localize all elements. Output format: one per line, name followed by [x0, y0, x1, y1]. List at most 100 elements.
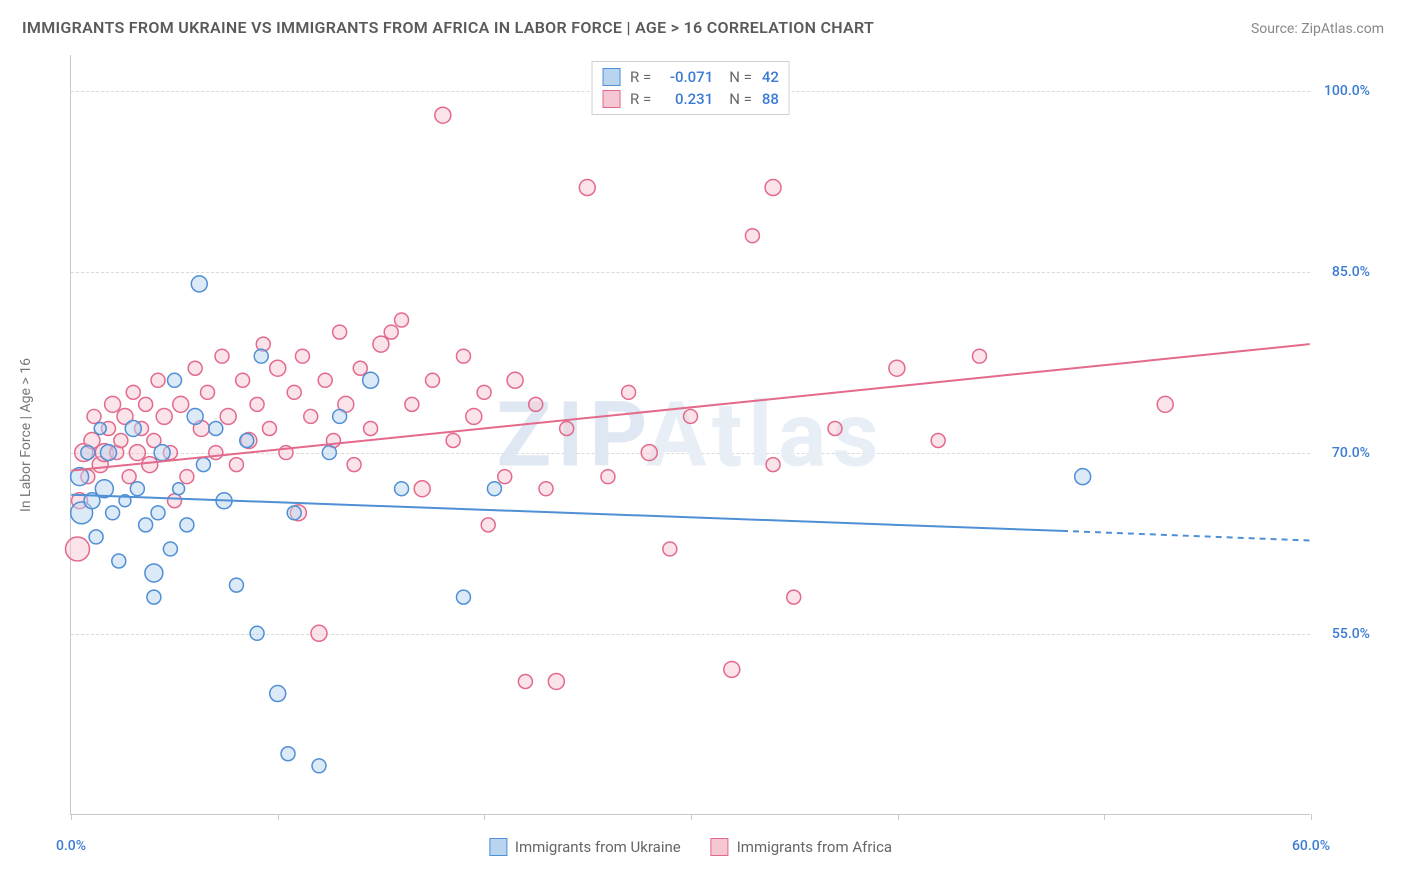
data-point-africa: [498, 470, 512, 484]
plot-area: ZIPAtlas R =-0.071N =42R =0.231N =88 Imm…: [70, 55, 1310, 815]
data-point-africa: [373, 336, 389, 352]
data-point-africa: [1157, 396, 1173, 412]
data-point-africa: [142, 457, 158, 473]
data-point-africa: [641, 445, 657, 461]
stats-row-africa: R = 0.231 N = 88: [602, 88, 779, 110]
data-point-africa: [395, 313, 409, 327]
source-attribution: Source: ZipAtlas.com: [1251, 21, 1384, 37]
data-point-africa: [765, 180, 781, 196]
data-point-africa: [262, 421, 276, 435]
data-point-ukraine: [89, 530, 103, 544]
x-tick: [484, 814, 485, 820]
data-point-africa: [87, 409, 101, 423]
data-point-africa: [414, 481, 430, 497]
data-point-africa: [229, 458, 243, 472]
data-point-africa: [560, 421, 574, 435]
data-point-ukraine: [154, 445, 170, 461]
data-point-ukraine: [147, 590, 161, 604]
data-point-africa: [270, 360, 286, 376]
data-point-ukraine: [312, 759, 326, 773]
x-tick: [71, 814, 72, 820]
data-point-ukraine: [270, 686, 286, 702]
chart-container: IMMIGRANTS FROM UKRAINE VS IMMIGRANTS FR…: [0, 0, 1406, 892]
x-tick-label: 0.0%: [56, 838, 86, 854]
data-point-ukraine: [130, 482, 144, 496]
data-point-ukraine: [191, 276, 207, 292]
data-point-africa: [311, 625, 327, 641]
x-tick: [278, 814, 279, 820]
chart-svg: [71, 55, 1310, 814]
data-point-africa: [663, 542, 677, 556]
data-point-ukraine: [81, 446, 95, 460]
data-point-africa: [66, 537, 90, 561]
title-row: IMMIGRANTS FROM UKRAINE VS IMMIGRANTS FR…: [22, 18, 1384, 37]
data-point-ukraine: [125, 420, 141, 436]
data-point-africa: [466, 408, 482, 424]
data-point-ukraine: [487, 482, 501, 496]
stat-n-label: N =: [729, 68, 752, 86]
data-point-africa: [201, 385, 215, 399]
data-point-ukraine: [168, 373, 182, 387]
data-point-ukraine: [151, 506, 165, 520]
stat-r-value: 0.231: [661, 90, 713, 108]
bottom-legend: Immigrants from Ukraine Immigrants from A…: [489, 838, 892, 856]
data-point-africa: [304, 409, 318, 423]
data-point-africa: [426, 373, 440, 387]
data-point-africa: [114, 434, 128, 448]
stat-r-label: R =: [630, 90, 651, 108]
data-point-africa: [156, 408, 172, 424]
data-point-africa: [972, 349, 986, 363]
data-point-africa: [766, 458, 780, 472]
data-point-africa: [579, 180, 595, 196]
data-point-africa: [347, 458, 361, 472]
data-point-africa: [364, 421, 378, 435]
data-point-africa: [105, 396, 121, 412]
data-point-ukraine: [196, 458, 210, 472]
chart-title: IMMIGRANTS FROM UKRAINE VS IMMIGRANTS FR…: [22, 18, 874, 37]
data-point-ukraine: [250, 626, 264, 640]
data-point-ukraine: [456, 590, 470, 604]
data-point-africa: [889, 360, 905, 376]
data-point-africa: [126, 385, 140, 399]
stat-r-label: R =: [630, 68, 651, 86]
data-point-africa: [215, 349, 229, 363]
stat-n-value: 42: [762, 68, 779, 86]
legend-label: Immigrants from Ukraine: [515, 838, 681, 856]
data-point-africa: [435, 107, 451, 123]
data-point-africa: [295, 349, 309, 363]
legend-label: Immigrants from Africa: [737, 838, 892, 856]
data-point-ukraine: [363, 372, 379, 388]
data-point-ukraine: [187, 408, 203, 424]
data-point-africa: [684, 409, 698, 423]
data-point-africa: [180, 470, 194, 484]
stat-n-label: N =: [729, 90, 752, 108]
data-point-africa: [188, 361, 202, 375]
stat-n-value: 88: [762, 90, 779, 108]
data-point-africa: [931, 434, 945, 448]
y-axis-label: In Labor Force | Age > 16: [18, 358, 34, 512]
data-point-africa: [209, 446, 223, 460]
data-point-africa: [828, 421, 842, 435]
data-point-africa: [168, 494, 182, 508]
data-point-africa: [129, 445, 145, 461]
data-point-africa: [287, 385, 301, 399]
x-tick-label: 60.0%: [1292, 838, 1330, 854]
x-tick: [1311, 814, 1312, 820]
data-point-ukraine: [333, 409, 347, 423]
data-point-africa: [173, 396, 189, 412]
data-point-ukraine: [281, 747, 295, 761]
data-point-ukraine: [139, 518, 153, 532]
data-point-africa: [481, 518, 495, 532]
data-point-africa: [724, 661, 740, 677]
data-point-ukraine: [287, 506, 301, 520]
data-point-ukraine: [1075, 469, 1091, 485]
data-point-ukraine: [322, 446, 336, 460]
swatch-africa: [711, 838, 729, 856]
data-point-africa: [456, 349, 470, 363]
y-tick-label: 85.0%: [1315, 264, 1370, 280]
data-point-africa: [151, 373, 165, 387]
stats-legend-box: R =-0.071N =42R =0.231N =88: [591, 61, 790, 115]
data-point-ukraine: [180, 518, 194, 532]
data-point-africa: [405, 397, 419, 411]
data-point-ukraine: [145, 564, 163, 582]
